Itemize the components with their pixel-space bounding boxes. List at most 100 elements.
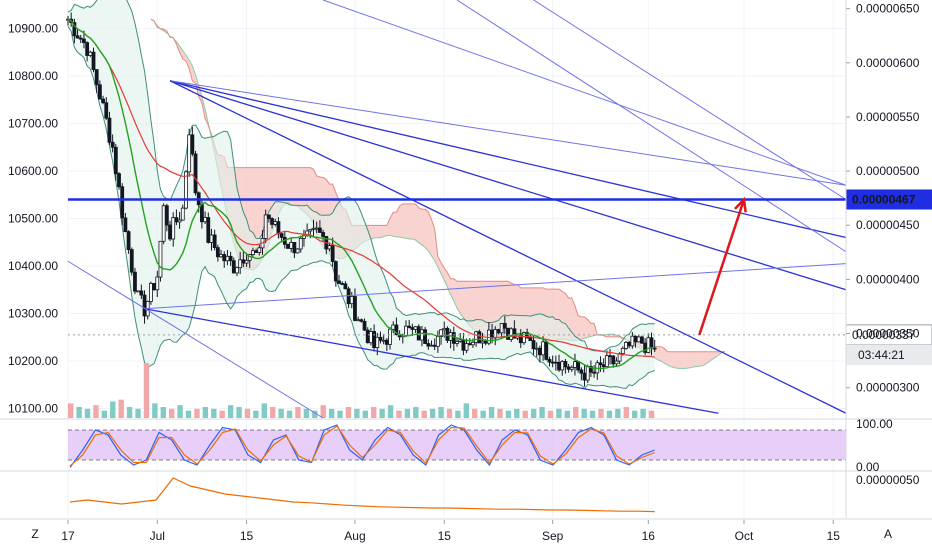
trendlines[interactable] <box>67 0 847 419</box>
candle-body <box>251 250 255 256</box>
bollinger-bands <box>67 0 655 390</box>
volume-bar <box>93 405 99 418</box>
candle-body <box>155 276 160 291</box>
candle-body <box>646 337 651 353</box>
stoch-tick-label: 0.00 <box>856 460 880 474</box>
volume-bar <box>143 363 150 418</box>
countdown-tag <box>846 344 932 365</box>
candle-body <box>544 341 549 360</box>
candle-body <box>471 341 475 346</box>
candle-body <box>193 153 198 194</box>
candle-body <box>601 364 606 367</box>
trendline <box>169 80 847 291</box>
volume-bar <box>648 410 655 418</box>
left-tick-label: 10200.00 <box>8 354 58 368</box>
candlesticks <box>66 12 657 387</box>
candle-body <box>228 255 233 262</box>
candle-body <box>292 241 297 254</box>
volume-bar <box>160 407 166 418</box>
candle-body <box>273 221 278 225</box>
candle-body <box>97 84 102 100</box>
candle-body <box>547 359 552 363</box>
volume-bar <box>598 408 604 418</box>
volume-bar <box>404 408 411 418</box>
key-level-line[interactable]: 0.00000467 0.00000337 03:44:21 <box>68 189 932 365</box>
candle-body <box>212 234 217 248</box>
candle-body <box>308 228 313 232</box>
candle-body <box>107 117 112 143</box>
candle-body <box>222 254 227 262</box>
ma-fast-line <box>67 18 655 370</box>
volume-bar <box>497 408 503 418</box>
stoch-band <box>68 430 846 460</box>
volume-bar <box>556 408 562 418</box>
volume-bar <box>564 410 571 418</box>
candle-body <box>490 329 494 339</box>
candle-body <box>426 343 431 347</box>
volume-bar <box>135 408 141 418</box>
key-level-label: 0.00000467 <box>852 193 916 207</box>
indicator-tick-label: 0.00000050 <box>856 473 920 487</box>
right-tick-label: 0.00000550 <box>856 110 920 124</box>
candle-body <box>171 217 176 240</box>
stoch-d-line <box>69 425 655 467</box>
x-tick-label: Oct <box>735 529 754 543</box>
candle-body <box>215 247 220 258</box>
candle-body <box>649 337 654 349</box>
candle-body <box>75 35 80 39</box>
left-tick-label: 10600.00 <box>8 164 58 178</box>
candle-body <box>164 205 169 226</box>
volume-bar <box>530 408 537 418</box>
moving-averages <box>67 18 655 370</box>
volume-bar <box>539 407 545 418</box>
candle-body <box>394 324 399 336</box>
candle-body <box>362 320 367 331</box>
auto-scale-button[interactable]: A <box>883 527 892 541</box>
volume-bar <box>472 408 478 418</box>
candle-body <box>378 336 383 341</box>
volume-bar <box>640 408 646 418</box>
candle-body <box>563 361 568 368</box>
candle-body <box>369 331 373 344</box>
candle-body <box>573 361 577 368</box>
timezone-button[interactable]: Z <box>31 527 39 541</box>
candle-body <box>429 344 434 347</box>
candle-body <box>289 241 294 249</box>
right-tick-label: 0.00000500 <box>856 164 920 178</box>
candle-body <box>200 204 204 223</box>
candle-body <box>82 38 86 44</box>
candle-body <box>464 343 469 351</box>
candle-body <box>467 343 472 346</box>
right-tick-label: 0.00000650 <box>856 2 920 16</box>
candle-body <box>502 323 507 329</box>
candle-body <box>569 366 574 370</box>
volume-bar <box>421 410 427 418</box>
candle-body <box>263 214 268 239</box>
candle-body <box>270 218 274 225</box>
volume-bar <box>320 405 326 418</box>
candle-body <box>633 335 638 343</box>
projection-arrow[interactable] <box>698 196 747 336</box>
arrow-shaft <box>698 199 746 336</box>
candle-body <box>133 271 137 292</box>
candle-body <box>579 369 584 374</box>
candle-body <box>636 336 641 343</box>
candle-body <box>477 331 482 344</box>
volume-bar <box>589 410 596 418</box>
candle-body <box>439 329 443 337</box>
volume-bar <box>631 410 638 418</box>
bb-lower <box>67 26 655 390</box>
volume-bar <box>211 408 217 418</box>
candle-body <box>483 340 488 344</box>
candle-body <box>203 217 208 223</box>
trendline <box>169 80 847 414</box>
candle-body <box>266 214 271 219</box>
candle-body <box>359 319 364 322</box>
candle-body <box>557 361 561 371</box>
indicator-panel <box>0 470 932 513</box>
candle-body <box>474 331 479 343</box>
trendline <box>67 260 324 419</box>
volume-bar <box>169 408 175 418</box>
